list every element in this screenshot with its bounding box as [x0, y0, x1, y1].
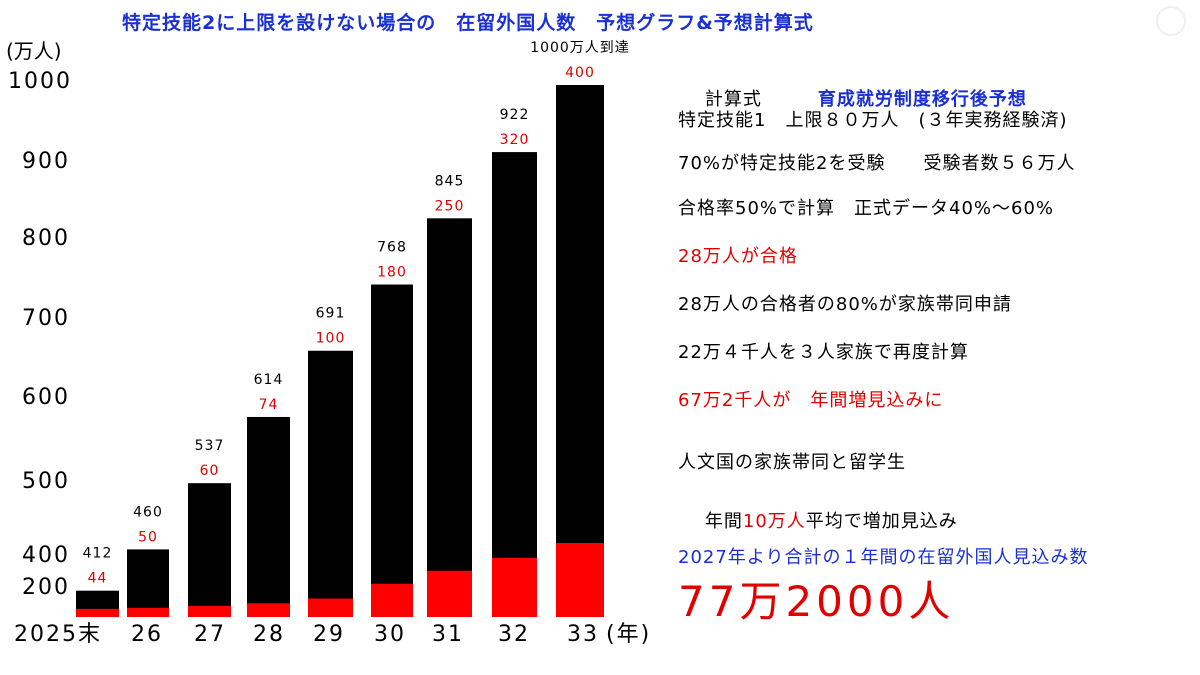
bar-increase [556, 543, 604, 617]
bar-increase-label: 320 [500, 132, 530, 148]
y-tick-label: 900 [22, 149, 70, 174]
bar-increase [247, 603, 290, 617]
bar-total [556, 85, 604, 617]
bar-total [127, 549, 169, 617]
y-tick-label: 400 [22, 543, 70, 568]
bar-chart: (万人) 1000 900 800 700 600 500 400 200 44 412 50 460… [6, 39, 651, 647]
bar-increase-label: 50 [138, 529, 158, 545]
formula-label: 計算式 [704, 89, 762, 110]
calc-line-4: 28万人が合格 [678, 246, 798, 267]
top-bar-annotation: 1000万人到達 [530, 40, 630, 56]
bar-total-label: 460 [133, 504, 163, 520]
calc-line-8: 人文国の家族帯同と留学生 [678, 452, 906, 473]
bar-total [188, 483, 231, 617]
bar-increase [492, 557, 537, 617]
bar-total-label: 614 [254, 372, 284, 388]
x-tick-label: 29 [313, 622, 345, 647]
bar-increase-label: 60 [200, 463, 220, 479]
x-tick-label: 2025末 [14, 622, 102, 647]
bar-total [427, 218, 472, 618]
bar-total-label: 922 [500, 107, 530, 123]
bar-increase-label: 180 [377, 265, 407, 281]
bar-increase-label: 250 [435, 198, 465, 214]
bar-labels: 44 412 50 460 60 537 74 614 100 691 180 768 250 845 32… [83, 40, 630, 587]
calc-line-3: 合格率50%で計算 正式データ40%～60% [678, 198, 1055, 219]
x-tick-label: 28 [253, 622, 285, 647]
calc-line-10: 2027年より合計の１年間の在留外国人見込み数 [678, 547, 1089, 568]
bar-total-label: 845 [435, 173, 465, 189]
y-tick-label: 1000 [8, 69, 72, 94]
formula-subtitle: 育成就労制度移行後予想 [817, 89, 1027, 110]
calc-line-7: 67万2千人が 年間増見込みに [678, 390, 944, 411]
bar-increase-label: 74 [259, 397, 279, 413]
bar-increase [427, 570, 472, 617]
bar-total [492, 152, 537, 617]
bar-total [308, 350, 353, 617]
bar-total [371, 284, 413, 617]
x-tick-label: 31 [432, 622, 464, 647]
x-axis: 2025末 26 27 28 29 30 31 32 33 (年) [14, 622, 651, 647]
calc-line-6: 22万４千人を３人家族で再度計算 [678, 342, 969, 363]
calc-line-5: 28万人の合格者の80%が家族帯同申請 [678, 294, 1012, 315]
y-tick-label: 500 [22, 469, 70, 494]
x-tick-label: 33 [567, 622, 599, 647]
y-tick-label: 600 [22, 385, 70, 410]
bar-increase [127, 607, 169, 617]
bar-increase [76, 608, 119, 617]
result-value: 77万2000人 [678, 577, 955, 626]
y-tick-label: 200 [22, 575, 70, 600]
bars [76, 85, 604, 618]
y-tick-label: 700 [22, 306, 70, 331]
bar-total-label: 691 [316, 306, 346, 322]
x-axis-unit: (年) [606, 622, 651, 647]
y-tick-label: 800 [22, 226, 70, 251]
calc-line-1: 特定技能1 上限８０万人 (３年実務経験済) [678, 110, 1068, 131]
watermark-icon [1156, 6, 1186, 36]
calc-line-9-c: 平均で増加見込み [805, 511, 958, 532]
bar-increase-label: 100 [316, 331, 346, 347]
bar-increase [371, 583, 413, 617]
calc-line-9: 年間10万人平均で増加見込み [678, 486, 958, 554]
bar-total-label: 537 [195, 438, 225, 454]
bar-increase-label: 400 [565, 65, 595, 81]
page-title: 特定技能2に上限を設けない場合の 在留外国人数 予想グラフ&予想計算式 [122, 12, 814, 34]
bar-total-label: 768 [377, 240, 407, 256]
calc-line-9-a: 年間 [704, 511, 743, 532]
bar-increase [188, 605, 231, 617]
calc-line-9-b: 10万人 [742, 511, 806, 532]
bar-total-label: 412 [83, 546, 113, 562]
x-tick-label: 30 [374, 622, 406, 647]
bar-total [247, 416, 290, 617]
y-axis: (万人) 1000 900 800 700 600 500 400 200 [6, 39, 72, 600]
bar-increase-label: 44 [88, 571, 108, 587]
x-tick-label: 32 [498, 622, 530, 647]
bar-increase [308, 598, 353, 617]
x-tick-label: 26 [131, 622, 163, 647]
y-axis-unit: (万人) [6, 39, 62, 63]
x-tick-label: 27 [194, 622, 226, 647]
calc-line-2: 70%が特定技能2を受験 受験者数５６万人 [678, 153, 1076, 174]
